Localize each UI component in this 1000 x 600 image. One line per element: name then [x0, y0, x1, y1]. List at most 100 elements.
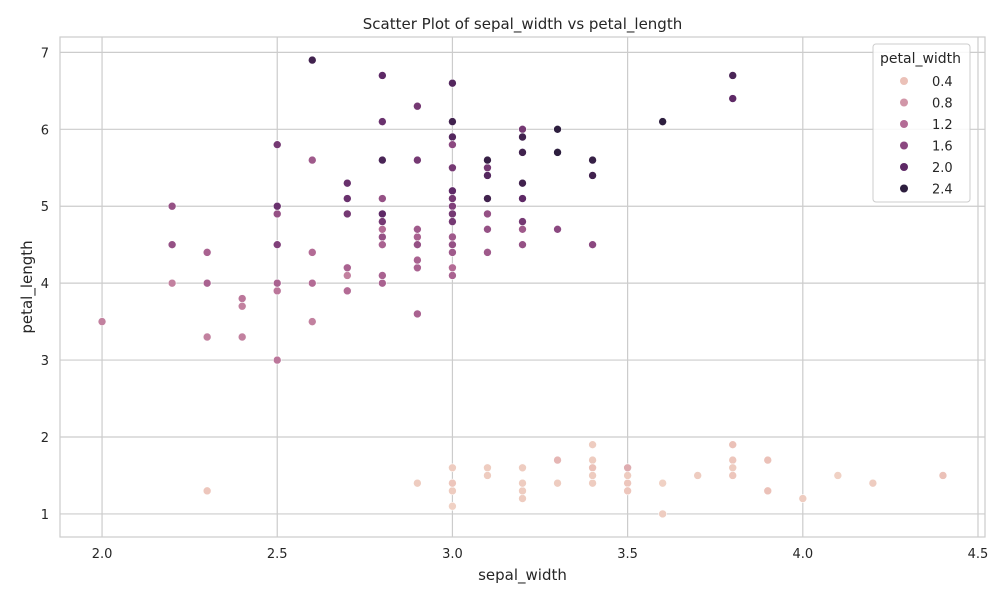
data-point [518, 494, 527, 503]
data-point [728, 471, 738, 480]
data-point [272, 140, 282, 149]
data-point [518, 148, 527, 157]
x-tick-label: 2.0 [92, 547, 113, 562]
legend: petal_width 0.4 0.8 1.2 1.6 2.0 2.4 [872, 43, 971, 203]
data-point [448, 478, 457, 488]
data-point [658, 478, 667, 488]
data-point [623, 463, 632, 473]
data-point [202, 248, 212, 257]
x-tick-label: 4.0 [792, 547, 813, 562]
data-point [448, 140, 457, 149]
data-point [588, 455, 597, 465]
data-point [518, 194, 527, 203]
x-tick-label: 4.5 [968, 547, 989, 562]
data-point [448, 117, 457, 126]
data-point [202, 278, 212, 288]
data-point [343, 286, 352, 296]
data-point [378, 117, 387, 126]
data-point [658, 117, 667, 126]
data-point [518, 225, 527, 234]
data-point [448, 217, 457, 226]
y-axis-label: petal_length [18, 240, 37, 333]
data-point [623, 486, 632, 496]
data-point [202, 486, 212, 496]
data-point [378, 225, 387, 234]
data-point [728, 71, 738, 80]
data-point [237, 294, 247, 303]
data-point [378, 232, 387, 242]
data-point [588, 440, 597, 449]
data-point [413, 225, 422, 234]
y-tick-label: 1 [41, 508, 49, 523]
data-point [343, 194, 352, 203]
data-point [553, 478, 562, 488]
data-point [518, 478, 527, 488]
legend-box [872, 43, 971, 203]
plot-area [60, 37, 985, 537]
data-point [167, 278, 177, 288]
data-point [448, 263, 457, 273]
data-point [272, 201, 282, 211]
data-point [413, 155, 422, 165]
data-point [378, 271, 387, 280]
legend-marker [900, 141, 908, 150]
data-point [588, 471, 597, 480]
data-point [833, 471, 843, 480]
data-point [307, 278, 317, 288]
data-point [272, 278, 282, 288]
data-point [518, 463, 527, 473]
data-point [343, 271, 352, 280]
data-point [798, 494, 808, 503]
legend-label: 1.6 [932, 140, 953, 155]
data-point [763, 486, 773, 496]
data-point [272, 240, 282, 249]
legend-label: 0.4 [932, 75, 953, 90]
data-point [623, 471, 632, 480]
data-point [448, 248, 457, 257]
data-point [518, 486, 527, 496]
legend-marker [900, 163, 908, 171]
legend-marker [900, 120, 908, 128]
chart-title: Scatter Plot of sepal_width vs petal_len… [363, 15, 682, 34]
data-point [518, 132, 527, 142]
x-axis-label: sepal_width [478, 566, 567, 585]
data-point [448, 463, 457, 473]
data-point [448, 163, 457, 173]
data-point [588, 478, 597, 488]
data-point [588, 240, 597, 249]
data-point [378, 240, 387, 249]
data-point [272, 355, 282, 365]
data-point [448, 240, 457, 249]
data-point [307, 155, 317, 165]
data-point [588, 155, 597, 165]
data-point [518, 125, 527, 134]
data-point [448, 201, 457, 211]
data-point [623, 478, 632, 488]
data-point [343, 178, 352, 188]
data-point [307, 55, 317, 65]
data-point [413, 232, 422, 242]
data-point [237, 332, 247, 342]
y-tick-label: 3 [41, 354, 49, 369]
plot-frame [59, 36, 986, 538]
data-point [378, 278, 387, 288]
data-point [868, 478, 878, 488]
legend-label: 2.4 [932, 183, 953, 198]
data-point [483, 194, 492, 203]
data-point [588, 463, 597, 473]
data-point [553, 225, 562, 234]
data-point [448, 486, 457, 496]
data-point [483, 209, 492, 219]
data-point [763, 455, 773, 465]
data-point [483, 225, 492, 234]
data-point [413, 478, 422, 488]
legend-marker [900, 77, 908, 85]
data-point [483, 171, 492, 180]
data-point [307, 317, 317, 326]
data-point [272, 209, 282, 219]
data-point [272, 286, 282, 296]
x-tick-label: 3.5 [617, 547, 638, 562]
data-point [167, 201, 177, 211]
data-point [728, 440, 738, 449]
data-point [728, 463, 738, 473]
